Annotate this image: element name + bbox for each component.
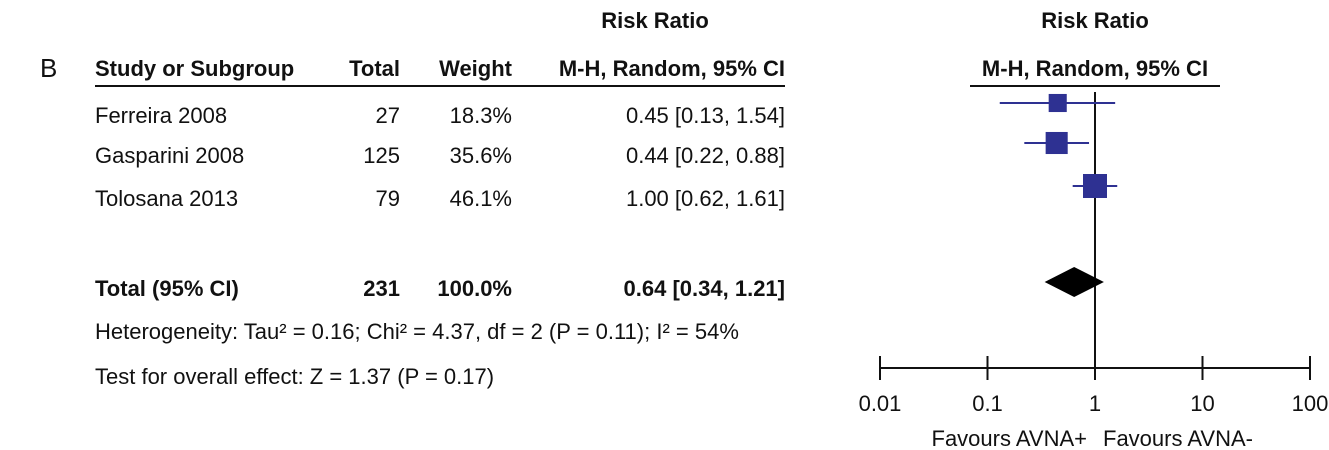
chart-subtitle: M-H, Random, 95% CI xyxy=(982,56,1208,81)
table-group-header: Risk Ratio xyxy=(601,8,709,33)
table-cell: Tolosana 2013 xyxy=(95,186,238,211)
table-cell: Gasparini 2008 xyxy=(95,143,244,168)
table-cell: 35.6% xyxy=(450,143,512,168)
x-tick-label: 100 xyxy=(1292,391,1329,416)
estimate-marker xyxy=(1045,131,1068,155)
table-cell: 27 xyxy=(376,103,400,128)
x-tick-label: 0.1 xyxy=(972,391,1003,416)
total-cell: 100.0% xyxy=(437,276,512,301)
panel-label: B xyxy=(40,53,57,83)
x-label: Favours AVNA+ xyxy=(932,426,1088,450)
column-header: Study or Subgroup xyxy=(95,56,294,81)
column-header: M-H, Random, 95% CI xyxy=(559,56,785,81)
column-header: Total xyxy=(349,56,400,81)
column-header: Weight xyxy=(439,56,513,81)
x-tick-label: 0.01 xyxy=(859,391,902,416)
table-cell: 125 xyxy=(363,143,400,168)
table-cell: 46.1% xyxy=(450,186,512,211)
x-label: Favours AVNA- xyxy=(1103,426,1253,450)
table-cell: 0.45 [0.13, 1.54] xyxy=(626,103,785,128)
total-cell: 231 xyxy=(363,276,400,301)
total-cell: Total (95% CI) xyxy=(95,276,239,301)
x-tick-label: 10 xyxy=(1190,391,1214,416)
pooled-diamond xyxy=(1044,267,1104,297)
table-cell: 1.00 [0.62, 1.61] xyxy=(626,186,785,211)
heterogeneity: Heterogeneity: Tau² = 0.16; Chi² = 4.37,… xyxy=(95,319,739,344)
table-cell: 0.44 [0.22, 0.88] xyxy=(626,143,785,168)
table-cell: 18.3% xyxy=(450,103,512,128)
chart-title: Risk Ratio xyxy=(1041,8,1149,33)
x-tick-label: 1 xyxy=(1089,391,1101,416)
table-cell: 79 xyxy=(376,186,400,211)
total-cell: 0.64 [0.34, 1.21] xyxy=(624,276,785,301)
estimate-marker xyxy=(1048,93,1067,113)
table-cell: Ferreira 2008 xyxy=(95,103,227,128)
estimate-marker xyxy=(1083,174,1107,198)
overall-effect: Test for overall effect: Z = 1.37 (P = 0… xyxy=(95,364,494,389)
